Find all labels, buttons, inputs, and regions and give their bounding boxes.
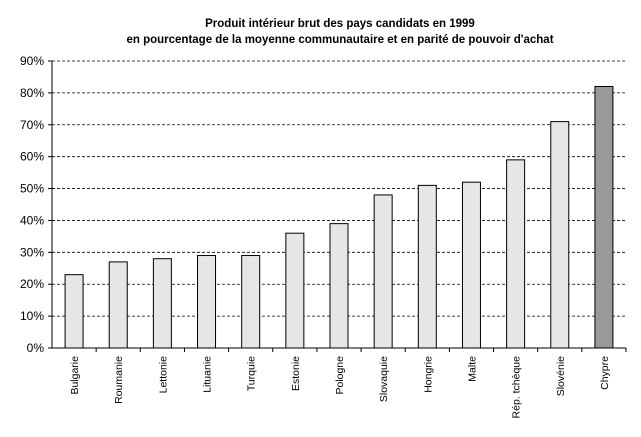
y-tick-label: 60% [20, 150, 44, 164]
bar-hongrie [417, 184, 437, 349]
y-tick-label: 90% [20, 54, 44, 68]
chart-title: Produit intérieur brut des pays candidat… [205, 18, 475, 30]
bar-lituanie [197, 255, 217, 349]
category-label: Lettonie [157, 356, 169, 394]
category-label: Estonie [290, 356, 302, 391]
category-label: Hongrie [422, 356, 434, 393]
bar-lettonie [152, 258, 172, 349]
bar-pologne [329, 223, 349, 349]
y-tick-label: 50% [20, 182, 44, 196]
y-tick-label: 20% [20, 277, 44, 291]
bar-slov-nie [550, 121, 570, 349]
category-label: Chypre [599, 356, 611, 390]
plot-area: 0% 10% 20% 30% 40% 50% 60% 70% 80% 90% Bulgarie Rou… [20, 54, 627, 419]
bar-chypre [594, 86, 614, 349]
category-label: Malte [466, 356, 478, 382]
category-label: Turquie [246, 356, 258, 391]
y-tick-label: 0% [27, 341, 45, 355]
category-label: Rép. tchèque [511, 356, 523, 419]
y-tick-label: 40% [20, 213, 44, 227]
y-tick-label: 80% [20, 86, 44, 100]
category-label: Bulgarie [69, 356, 81, 395]
bar-slovaquie [373, 194, 393, 349]
y-tick-label: 30% [20, 245, 44, 259]
y-tick-label: 70% [20, 118, 44, 132]
bar-roumanie [108, 261, 128, 349]
category-label: Roumanie [113, 356, 125, 404]
bar-turquie [241, 255, 261, 349]
bar-estonie [285, 232, 305, 349]
y-tick-label: 10% [20, 309, 44, 323]
bar-bulgarie [64, 274, 84, 349]
category-label: Pologne [334, 356, 346, 395]
chart-subtitle: en pourcentage de la moyenne communautai… [126, 34, 553, 46]
bar-malte [461, 181, 481, 349]
category-label: Slovaquie [378, 356, 390, 402]
category-label: Slovénie [555, 356, 567, 396]
bar-r-p-tch-que [506, 159, 526, 349]
category-label: Lituanie [202, 356, 214, 393]
